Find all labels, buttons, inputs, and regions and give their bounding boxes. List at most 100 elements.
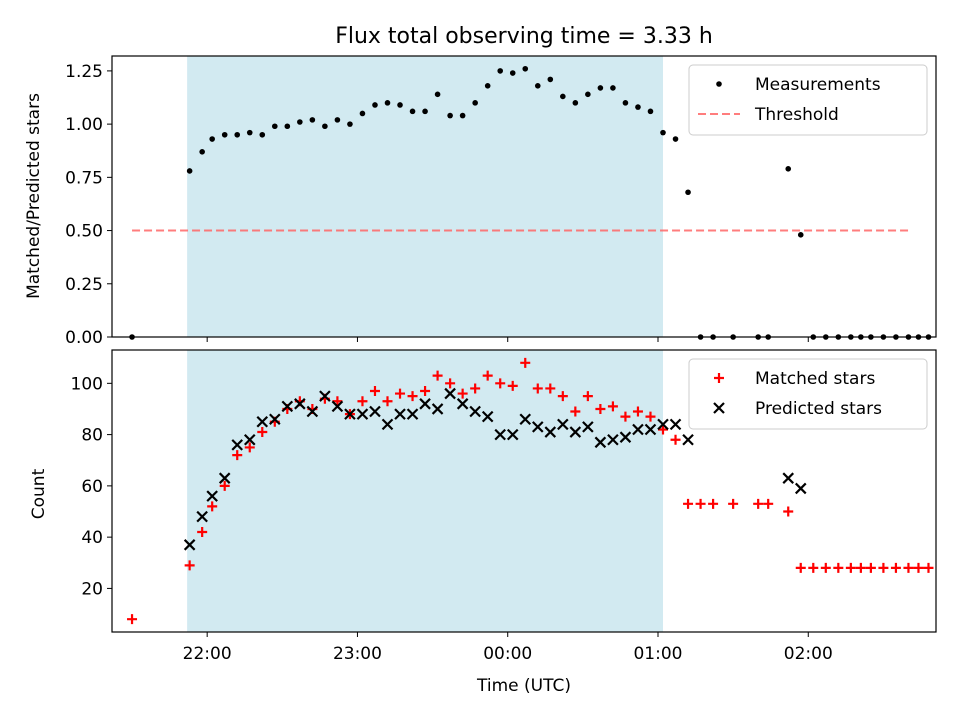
measurement-point <box>685 189 691 196</box>
measurement-point <box>622 100 629 106</box>
measurement-point <box>785 166 792 172</box>
predicted-star-point <box>369 405 381 418</box>
predicted-star-point <box>306 405 319 418</box>
predicted-star-point <box>506 428 519 441</box>
predicted-star-point <box>469 405 481 418</box>
predicted-star-point <box>231 439 244 451</box>
predicted-star-point <box>218 472 231 484</box>
legend-label: Measurements <box>755 75 881 95</box>
predicted-star-point <box>183 539 196 551</box>
legend: Matched stars Predicted stars <box>688 358 928 430</box>
matched-star-point <box>407 391 418 402</box>
measurement-point <box>797 232 804 238</box>
y-tick-label: 0.75 <box>65 168 103 188</box>
matched-star-point <box>632 406 643 417</box>
y-tick-label: 100 <box>71 374 103 394</box>
matched-star-point <box>695 498 706 509</box>
y-tick-label: 1.00 <box>65 115 103 135</box>
matched-star-point <box>783 506 794 517</box>
measurement-point <box>572 100 579 106</box>
matched-star-point <box>878 562 889 573</box>
measurement-point <box>459 112 466 119</box>
measurement-point <box>209 136 215 142</box>
matched-star-point <box>833 562 844 573</box>
measurement-point <box>560 93 566 100</box>
measurement-point <box>497 68 504 74</box>
x-tick-label: 00:00 <box>483 644 532 664</box>
matched-star-point <box>507 380 518 391</box>
legend-box <box>688 64 928 136</box>
measurement-point <box>447 112 453 119</box>
predicted-star-point <box>519 413 532 425</box>
predicted-star-point <box>281 400 294 413</box>
x-tick-label: 01:00 <box>633 644 682 664</box>
predicted-star-point <box>256 416 269 428</box>
chart-title: Flux total observing time = 3.33 h <box>335 24 713 49</box>
plot-frame <box>111 349 937 633</box>
measurement-point <box>322 123 328 130</box>
matched-star-point <box>332 396 343 407</box>
matched-star-point <box>620 411 631 422</box>
matched-star-point <box>357 396 368 407</box>
matched-star-point <box>557 391 568 402</box>
predicted-star-point <box>344 408 356 420</box>
matched-star-point <box>232 450 243 461</box>
matched-star-point <box>820 562 831 573</box>
bottom-panel: 20 40 60 80 100 22:00 23:00 00:00 01:00 02:00 Matc… <box>71 349 937 664</box>
predicted-star-point <box>669 418 682 431</box>
predicted-star-point <box>419 398 431 410</box>
matched-star-point <box>219 480 230 491</box>
predicted-star-point <box>569 426 582 438</box>
predicted-star-point <box>206 490 218 502</box>
predicted-star-point <box>381 418 394 431</box>
observing-span <box>187 56 664 337</box>
matched-star-point <box>763 498 774 509</box>
predicted-star-point <box>269 413 281 425</box>
predicted-star-point <box>481 410 494 423</box>
matched-star-point <box>903 562 914 573</box>
predicted-star-point <box>594 436 607 449</box>
measurement-point <box>186 168 193 174</box>
predicted-star-point <box>319 390 331 402</box>
y-tick-label: 1.25 <box>65 62 103 82</box>
matched-star-point <box>808 562 819 573</box>
legend-label: Threshold <box>754 105 839 125</box>
legend-box <box>688 358 928 430</box>
predicted-star-point <box>782 472 795 484</box>
matched-star-point <box>923 562 934 573</box>
measurement-point <box>397 102 403 108</box>
predicted-star-point <box>196 510 208 523</box>
matched-star-point <box>728 498 739 509</box>
matched-star-point <box>257 427 268 438</box>
measurement-point <box>660 129 666 136</box>
matched-star-point <box>432 370 443 381</box>
plot-frame <box>111 55 937 338</box>
predicted-star-point <box>444 387 456 400</box>
predicted-star-point <box>431 403 444 415</box>
predicted-star-point <box>394 408 406 420</box>
matched-star-point <box>607 401 618 412</box>
top-panel: 0.00 0.25 0.50 0.75 1.00 1.25 Measurements Thre… <box>65 55 937 348</box>
matched-star-point <box>753 498 764 509</box>
matched-star-point <box>495 378 506 389</box>
measurement-point <box>484 83 491 89</box>
matched-star-point <box>184 560 195 571</box>
predicted-star-point <box>544 426 557 438</box>
measurement-point <box>422 108 428 115</box>
measurement-point <box>409 108 416 115</box>
measurement-point <box>547 76 554 83</box>
legend-marker <box>716 81 722 87</box>
predicted-star-point <box>557 418 569 431</box>
matched-star-point <box>457 388 468 399</box>
predicted-star-point <box>294 398 306 410</box>
predicted-star-point <box>531 421 544 433</box>
predicted-star-point <box>331 400 344 413</box>
y-tick-label: 0.50 <box>65 222 103 242</box>
y-tick-label: 40 <box>81 528 103 548</box>
predicted-star-point <box>607 433 619 446</box>
matched-star-point <box>545 383 556 394</box>
measurement-point <box>372 102 378 108</box>
matched-star-point <box>197 527 208 538</box>
measurement-point <box>221 131 228 138</box>
measurement-point <box>334 117 341 123</box>
